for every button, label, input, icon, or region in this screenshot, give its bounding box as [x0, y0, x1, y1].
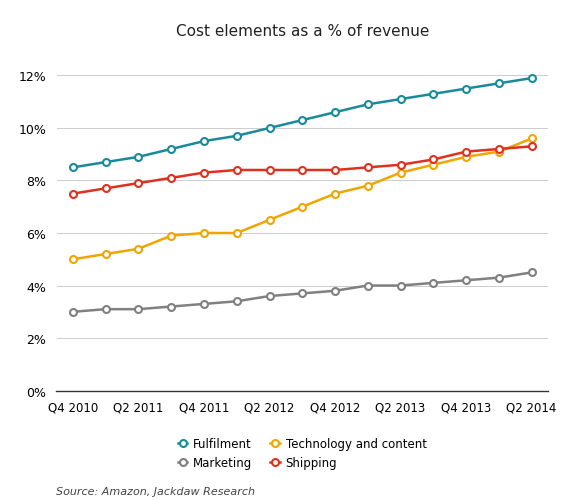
Fulfilment: [168, 147, 175, 153]
Shipping: [233, 168, 240, 174]
Fulfilment: [364, 102, 371, 108]
Line: Technology and content: Technology and content: [69, 136, 535, 263]
Fulfilment: [496, 81, 502, 87]
Marketing: [102, 307, 109, 313]
Line: Shipping: Shipping: [69, 144, 535, 198]
Technology and content: [528, 136, 535, 142]
Marketing: [233, 299, 240, 305]
Technology and content: [201, 230, 207, 236]
Marketing: [430, 281, 437, 287]
Marketing: [528, 270, 535, 276]
Shipping: [528, 144, 535, 150]
Shipping: [496, 147, 502, 153]
Shipping: [266, 168, 273, 174]
Shipping: [102, 186, 109, 192]
Shipping: [201, 170, 207, 176]
Shipping: [463, 149, 470, 155]
Fulfilment: [430, 92, 437, 98]
Marketing: [135, 307, 142, 313]
Fulfilment: [397, 97, 404, 103]
Fulfilment: [332, 110, 338, 116]
Shipping: [364, 165, 371, 171]
Technology and content: [496, 149, 502, 155]
Fulfilment: [299, 118, 306, 124]
Technology and content: [463, 154, 470, 160]
Fulfilment: [102, 160, 109, 166]
Marketing: [463, 278, 470, 284]
Shipping: [397, 162, 404, 168]
Technology and content: [102, 252, 109, 258]
Legend: Fulfilment, Marketing, Technology and content, Shipping: Fulfilment, Marketing, Technology and co…: [178, 437, 427, 469]
Technology and content: [266, 217, 273, 223]
Technology and content: [299, 204, 306, 210]
Marketing: [266, 294, 273, 300]
Technology and content: [430, 162, 437, 168]
Fulfilment: [266, 126, 273, 132]
Marketing: [364, 283, 371, 289]
Marketing: [496, 275, 502, 281]
Fulfilment: [463, 86, 470, 92]
Marketing: [332, 288, 338, 294]
Shipping: [168, 175, 175, 181]
Fulfilment: [233, 134, 240, 140]
Shipping: [332, 168, 338, 174]
Shipping: [430, 157, 437, 163]
Shipping: [299, 168, 306, 174]
Technology and content: [233, 230, 240, 236]
Marketing: [201, 301, 207, 307]
Shipping: [135, 181, 142, 187]
Marketing: [397, 283, 404, 289]
Fulfilment: [69, 165, 76, 171]
Marketing: [69, 309, 76, 315]
Technology and content: [135, 246, 142, 253]
Technology and content: [397, 170, 404, 176]
Text: Source: Amazon, Jackdaw Research: Source: Amazon, Jackdaw Research: [56, 486, 255, 496]
Shipping: [69, 191, 76, 197]
Line: Fulfilment: Fulfilment: [69, 76, 535, 171]
Technology and content: [332, 191, 338, 197]
Fulfilment: [528, 76, 535, 82]
Line: Marketing: Marketing: [69, 270, 535, 316]
Marketing: [168, 304, 175, 310]
Technology and content: [364, 183, 371, 189]
Technology and content: [168, 233, 175, 239]
Title: Cost elements as a % of revenue: Cost elements as a % of revenue: [176, 24, 429, 39]
Fulfilment: [201, 139, 207, 145]
Marketing: [299, 291, 306, 297]
Fulfilment: [135, 154, 142, 160]
Technology and content: [69, 257, 76, 263]
